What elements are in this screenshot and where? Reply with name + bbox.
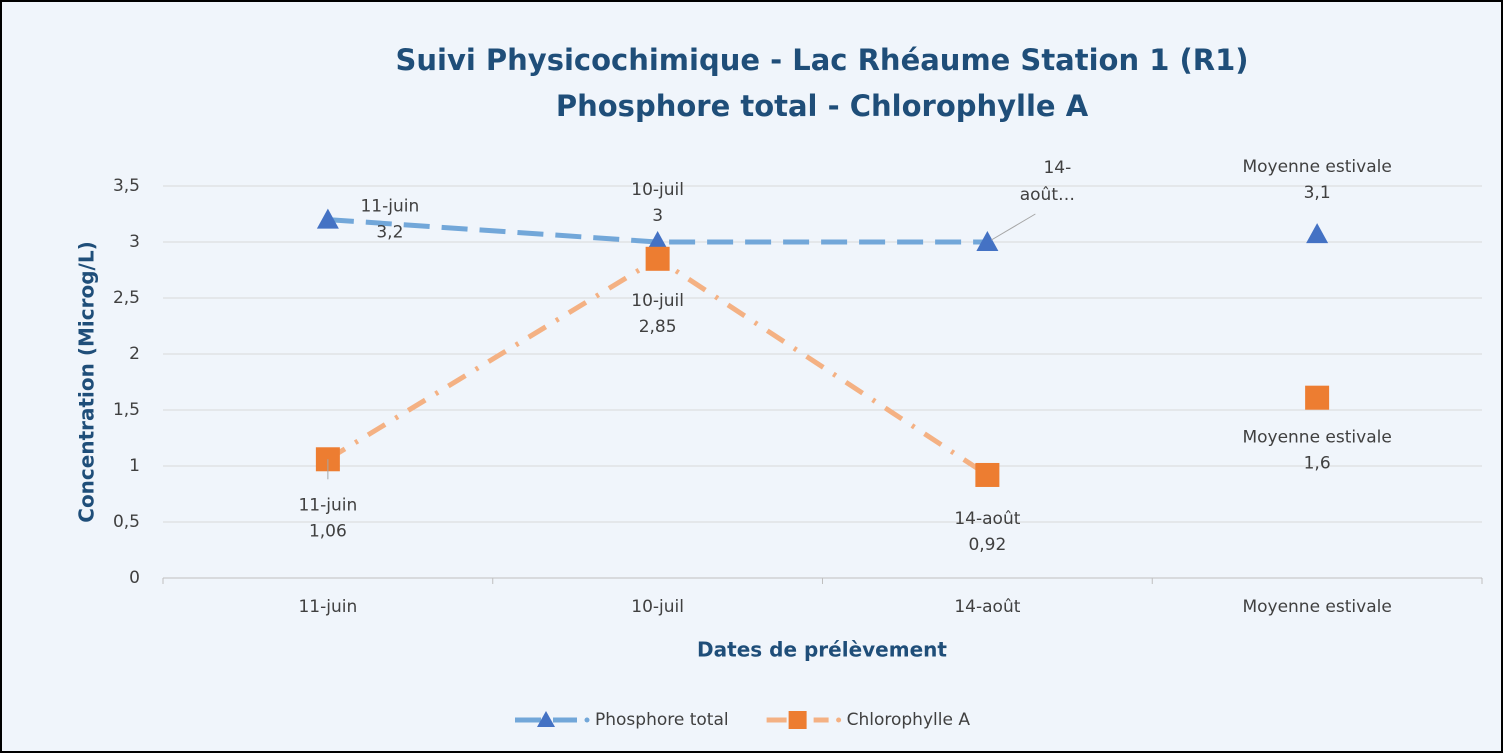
data-label-category: 11-juin [298, 495, 357, 515]
y-tick-label: 1 [129, 456, 140, 476]
y-tick-label: 2,5 [113, 288, 140, 308]
y-tick-label: 2 [129, 344, 140, 364]
data-label: août… [1020, 185, 1075, 205]
legend-marker [537, 711, 555, 727]
series-line [327, 217, 988, 245]
marker [645, 246, 670, 271]
legend-label: Chlorophylle A [847, 710, 971, 730]
data-label-category: 14-août [954, 509, 1020, 529]
data-label: 2,85 [639, 317, 677, 337]
data-label: 14- [1043, 158, 1071, 178]
data-label-category: 11-juin [360, 197, 419, 217]
leader-line [991, 213, 1036, 241]
x-tick-label: 10-juil [631, 597, 684, 617]
legend-dot [836, 717, 842, 723]
marker [1306, 223, 1329, 244]
y-tick-label: 3,5 [113, 176, 140, 196]
legend-label: Phosphore total [595, 710, 729, 730]
data-label: 0,92 [968, 535, 1006, 555]
data-label: 3 [652, 206, 663, 226]
data-label: 1,6 [1304, 454, 1331, 474]
x-tick-label: Moyenne estivale [1242, 597, 1391, 617]
data-label-category: 10-juil [631, 180, 684, 200]
y-tick-label: 1,5 [113, 400, 140, 420]
data-label: 3,2 [376, 223, 403, 243]
data-label-category: Moyenne estivale [1242, 157, 1391, 177]
x-tick-label: 11-juin [298, 597, 357, 617]
x-axis-title: Dates de prélèvement [697, 638, 947, 662]
marker [976, 231, 999, 251]
y-tick-label: 0 [129, 568, 140, 588]
x-tick-label: 14-août [954, 597, 1020, 617]
chart-title: Suivi Physicochimique - Lac Rhéaume Stat… [395, 43, 1248, 77]
marker [316, 208, 339, 229]
y-tick-label: 3 [129, 232, 140, 252]
legend-dot [584, 717, 590, 723]
y-tick-label: 0,5 [113, 512, 140, 532]
marker [975, 462, 1000, 487]
data-label: 1,06 [309, 521, 347, 541]
marker [1305, 385, 1330, 410]
marker [646, 231, 669, 251]
data-label-category: 10-juil [631, 291, 684, 311]
y-axis-title: Concentration (Microg/L) [75, 241, 99, 522]
data-label: 3,1 [1304, 183, 1331, 203]
legend-marker [788, 711, 807, 729]
chart-subtitle: Phosphore total - Chlorophylle A [556, 89, 1089, 123]
data-label-category: Moyenne estivale [1242, 428, 1391, 448]
